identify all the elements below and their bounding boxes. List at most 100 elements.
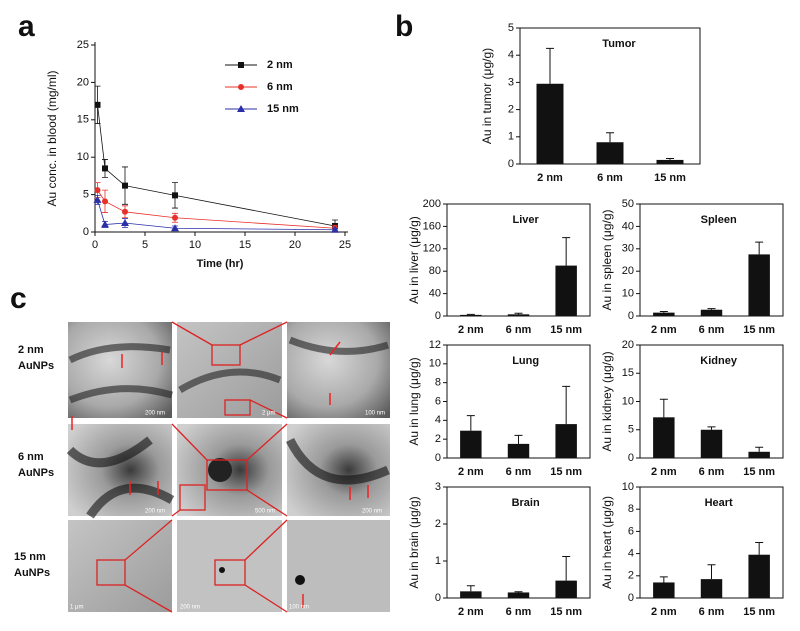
error-bar [562, 385, 571, 425]
error-bar [755, 542, 764, 555]
y-tick-label: 160 [423, 220, 441, 232]
scale-bar-label: 100 nm [365, 411, 385, 417]
micrograph [177, 520, 282, 612]
panel-label: b [395, 10, 413, 43]
bar [748, 254, 770, 316]
x-tick-label: 15 nm [550, 466, 582, 478]
scale-bar-label: 2 μm [262, 411, 275, 417]
y-tick-label: 20 [77, 76, 89, 88]
legend-label: 2 nm [267, 59, 293, 71]
chart-title: Spleen [701, 214, 737, 226]
bar [555, 424, 577, 458]
y-axis-label: Au in lung (μg/g) [407, 357, 421, 445]
x-tick-label: 2 nm [651, 324, 677, 336]
marker [172, 192, 178, 199]
error-bar [755, 241, 764, 255]
row-labels: 2 nm AuNPs 6 nm AuNPs 15 nm AuNPs [14, 344, 54, 579]
error-bar [562, 237, 571, 266]
marker [94, 101, 101, 108]
legend-marker [238, 84, 244, 90]
error-bar [466, 415, 475, 431]
error-bar [466, 313, 475, 315]
y-tick-label: 5 [508, 22, 514, 34]
error-bar [659, 311, 668, 313]
y-tick-label: 0 [628, 452, 634, 464]
x-tick-label: 2 nm [458, 606, 484, 618]
series-line [97, 189, 336, 229]
scale-bar-label: 200 nm [362, 509, 382, 515]
error-bar [707, 564, 716, 580]
x-tick-label: 15 nm [743, 324, 775, 336]
y-tick-label: 15 [77, 114, 89, 126]
y-tick-label: 50 [622, 198, 634, 210]
y-tick-label: 3 [435, 481, 441, 493]
bar [700, 429, 723, 458]
marker [102, 165, 108, 172]
y-tick-label: 25 [77, 39, 89, 51]
x-tick-label: 15 nm [743, 466, 775, 478]
y-tick-label: 10 [622, 395, 634, 407]
y-tick-label: 4 [435, 414, 441, 426]
panel-label: c [10, 282, 27, 315]
marker [121, 219, 129, 227]
y-tick-label: 6 [435, 395, 441, 407]
row-label: 6 nm [18, 451, 44, 463]
y-tick-label: 0 [435, 592, 441, 604]
x-tick-label: 2 nm [651, 466, 677, 478]
y-tick-label: 0 [508, 158, 514, 170]
legend-label: 6 nm [267, 81, 293, 93]
y-axis-label: Au in heart (μg/g) [600, 496, 614, 589]
bar [555, 580, 577, 598]
micrograph [287, 520, 390, 612]
x-tick-label: 10 [189, 239, 201, 251]
marker [172, 214, 178, 221]
x-tick-label: 15 [239, 239, 251, 251]
error-bar [755, 446, 764, 452]
bar [700, 309, 723, 316]
x-tick-label: 2 nm [651, 606, 677, 618]
texture [295, 575, 305, 585]
legend-marker [237, 105, 245, 112]
panel-label: a [18, 10, 35, 43]
error-bar [514, 591, 523, 593]
bar [596, 142, 624, 164]
y-tick-label: 2 [435, 433, 441, 445]
y-tick-label: 40 [622, 220, 634, 232]
y-tick-label: 6 [628, 525, 634, 537]
y-tick-label: 12 [429, 339, 441, 351]
error-bar [659, 576, 668, 583]
y-tick-label: 4 [508, 49, 514, 61]
y-tick-label: 40 [429, 288, 441, 300]
error-bar [666, 158, 674, 160]
micrograph [68, 322, 172, 418]
error-bar [546, 47, 554, 84]
y-tick-label: 5 [83, 189, 89, 201]
bar [507, 443, 530, 458]
y-tick-label: 10 [429, 358, 441, 370]
x-tick-label: 2 nm [458, 324, 484, 336]
y-tick-label: 10 [77, 151, 89, 163]
y-axis-label: Au in kidney (μg/g) [600, 351, 614, 451]
marker [94, 187, 101, 194]
marker [102, 198, 108, 205]
texture [66, 436, 390, 519]
texture [68, 336, 390, 404]
y-tick-label: 10 [622, 481, 634, 493]
bar [555, 265, 577, 316]
x-tick-label: 6 nm [506, 466, 532, 478]
row-label: 2 nm [18, 344, 44, 356]
y-tick-label: 0 [83, 226, 89, 238]
error-bar [707, 308, 716, 310]
x-tick-label: 25 [339, 239, 351, 251]
chart-title: Tumor [602, 38, 636, 50]
bar [460, 430, 482, 458]
error-bar [562, 556, 571, 581]
x-tick-label: 5 [142, 239, 148, 251]
y-tick-label: 200 [423, 198, 441, 210]
bar [656, 159, 684, 164]
x-axis-label: Time (hr) [197, 258, 244, 270]
bar [460, 591, 482, 598]
chart-title: Liver [513, 214, 540, 226]
bar [507, 314, 530, 316]
